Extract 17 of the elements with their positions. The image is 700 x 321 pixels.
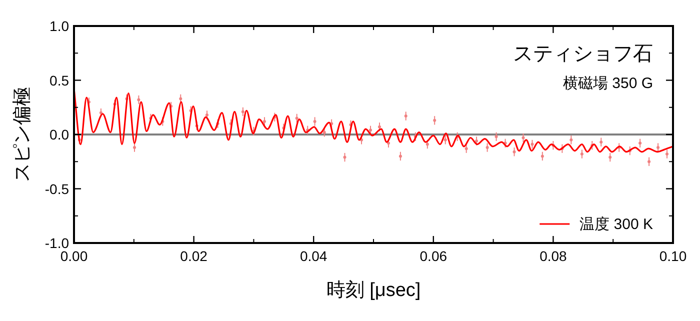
x-tick-label: 0.04 — [300, 248, 328, 264]
x-tick-label: 0.08 — [540, 248, 568, 264]
legend-label: 温度 300 K — [580, 216, 653, 233]
y-tick-label: -1.0 — [44, 235, 70, 251]
x-tick-label: 0.10 — [659, 248, 687, 264]
y-tick-label: 1.0 — [50, 18, 70, 34]
annotation: 横磁場 350 G — [562, 75, 653, 92]
annotation: スティショフ石 — [513, 43, 653, 65]
x-axis-title: 時刻 [μsec] — [326, 279, 421, 301]
y-axis-title: スピン偏極 — [12, 87, 33, 182]
y-tick-label: 0.0 — [50, 126, 70, 142]
legend: 温度 300 K — [540, 216, 653, 233]
y-tick-label: 0.5 — [50, 72, 70, 88]
y-tick-label: -0.5 — [44, 180, 70, 197]
x-tick-label: 0.02 — [180, 248, 208, 264]
x-tick-label: 0.06 — [420, 248, 448, 264]
x-tick-label: 0.00 — [60, 248, 88, 264]
